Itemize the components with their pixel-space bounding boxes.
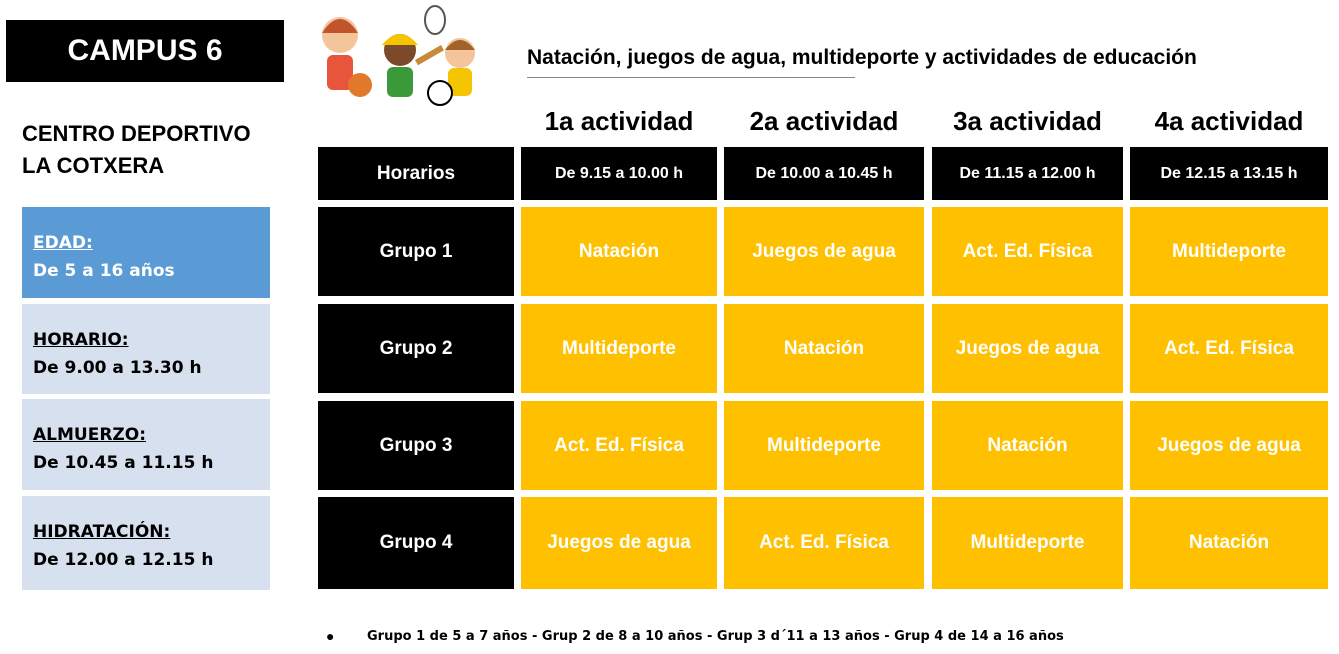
info-label: HIDRATACIÓN: [33,522,171,542]
info-box: HIDRATACIÓN: De 12.00 a 12.15 h [22,496,270,590]
activity-cell: Multideporte [932,497,1123,589]
activity-cell: Multideporte [1130,207,1328,296]
time-cell: De 11.15 a 12.00 h [932,147,1123,200]
venue: CENTRO DEPORTIVO LA COTXERA [22,118,251,182]
activity-cell: Juegos de agua [1130,401,1328,490]
time-cell: De 12.15 a 13.15 h [1130,147,1328,200]
column-header: 1a actividad [544,105,694,136]
bullet: ● [326,628,335,644]
activity-cell: Act. Ed. Física [521,401,717,490]
activity-cell: Natación [1130,497,1328,589]
venue-line: CENTRO DEPORTIVO [22,121,251,146]
info-value: De 10.45 a 11.15 h [33,453,214,473]
column-header: 4a actividad [1154,105,1304,136]
info-value: De 9.00 a 13.30 h [33,358,202,378]
subtitle-underline [527,77,855,78]
row-header: Grupo 4 [318,497,514,589]
activity-cell: Juegos de agua [932,304,1123,393]
info-label: EDAD: [33,233,93,253]
row-header: Grupo 3 [318,401,514,490]
footer-note: Grupo 1 de 5 a 7 años - Grup 2 de 8 a 10… [367,629,1064,644]
activity-cell: Multideporte [521,304,717,393]
activity-cell: Natación [521,207,717,296]
row-header: Horarios [318,147,514,200]
time-cell: De 10.00 a 10.45 h [724,147,924,200]
row-header: Grupo 2 [318,304,514,393]
info-box: EDAD: De 5 a 16 años [22,207,270,298]
kids-illustration [322,5,475,106]
time-cell: De 9.15 a 10.00 h [521,147,717,200]
activity-cell: Act. Ed. Física [1130,304,1328,393]
venue-line: LA COTXERA [22,153,165,178]
info-box: HORARIO: De 9.00 a 13.30 h [22,304,270,394]
info-value: De 5 a 16 años [33,261,175,281]
subtitle: Natación, juegos de agua, multideporte y… [527,46,1197,69]
info-value: De 12.00 a 12.15 h [33,550,214,570]
activity-cell: Act. Ed. Física [932,207,1123,296]
campus-title: CAMPUS 6 [6,20,284,82]
row-header: Grupo 1 [318,207,514,296]
activity-cell: Natación [932,401,1123,490]
info-label: ALMUERZO: [33,425,146,445]
activity-cell: Act. Ed. Física [724,497,924,589]
activity-cell: Natación [724,304,924,393]
info-box: ALMUERZO: De 10.45 a 11.15 h [22,399,270,490]
column-header: 3a actividad [953,105,1102,136]
info-label: HORARIO: [33,330,129,350]
activity-cell: Juegos de agua [521,497,717,589]
column-header: 2a actividad [749,105,899,136]
activity-cell: Multideporte [724,401,924,490]
activity-cell: Juegos de agua [724,207,924,296]
